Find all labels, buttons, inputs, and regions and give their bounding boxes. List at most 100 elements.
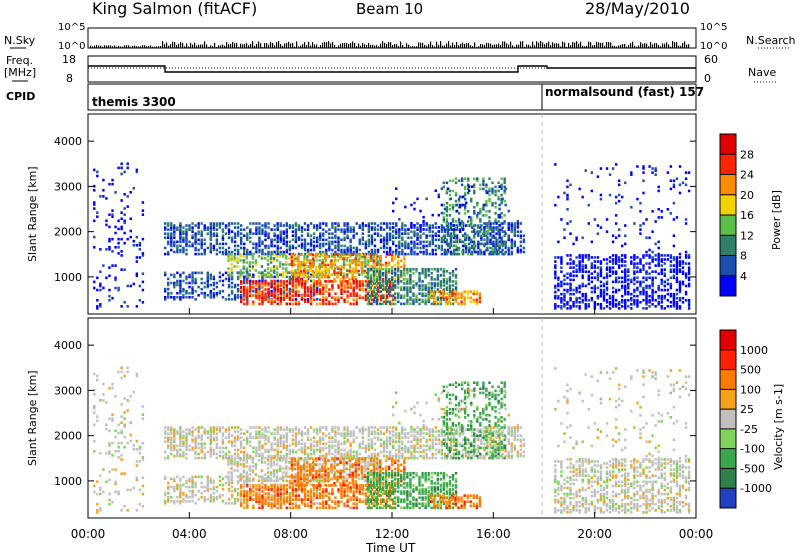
power-cell	[581, 282, 584, 286]
power-cell	[366, 302, 370, 306]
power-cell	[328, 246, 331, 250]
power-cell	[463, 177, 467, 181]
power-cell	[330, 259, 333, 263]
nsky-bar	[92, 46, 94, 48]
velocity-cell	[261, 436, 264, 440]
power-cell	[173, 285, 176, 289]
power-cell	[519, 240, 523, 244]
nsky-bar	[632, 41, 634, 48]
power-cell	[639, 201, 642, 205]
nsky-bar	[606, 42, 608, 48]
velocity-cell	[294, 432, 298, 435]
power-cell	[684, 171, 688, 174]
power-cell	[458, 230, 462, 233]
power-cell	[288, 224, 292, 227]
power-cell	[409, 269, 412, 273]
velocity-cell	[246, 456, 249, 460]
power-cell	[349, 250, 352, 254]
velocity-cell	[279, 450, 282, 454]
power-cell	[203, 250, 206, 254]
power-cell	[361, 226, 364, 229]
power-cell	[479, 226, 482, 229]
power-cell	[415, 300, 418, 304]
power-cell	[279, 224, 282, 227]
power-cell	[254, 263, 258, 266]
power-cell	[581, 264, 584, 267]
power-cell	[445, 282, 449, 285]
power-cell	[388, 294, 392, 298]
nsky-bar	[322, 42, 324, 48]
power-cell	[572, 305, 575, 308]
power-cell	[302, 273, 306, 277]
nsky-bar	[614, 46, 616, 48]
power-cell	[261, 240, 264, 244]
power-cell	[584, 169, 587, 172]
power-cell	[384, 278, 388, 281]
power-cell	[630, 296, 633, 300]
power-cell	[179, 222, 182, 225]
power-cell	[209, 246, 212, 250]
power-cell	[239, 252, 242, 256]
power-cell	[575, 256, 578, 259]
power-cell	[325, 238, 328, 242]
velocity-cell	[240, 432, 243, 435]
power-cell	[209, 228, 212, 231]
velocity-cell	[236, 448, 240, 452]
power-cell	[440, 238, 444, 242]
power-cell	[346, 250, 349, 254]
velocity-cell	[93, 407, 96, 410]
power-cell	[120, 199, 123, 202]
power-cell	[651, 294, 654, 298]
power-cell	[464, 246, 468, 250]
power-cell	[611, 294, 615, 298]
power-cell	[578, 305, 581, 308]
velocity-cell	[319, 442, 322, 446]
power-cell	[472, 290, 475, 293]
power-cell	[176, 279, 179, 283]
power-cell	[645, 300, 648, 304]
power-cell	[378, 302, 382, 306]
power-cell	[381, 284, 385, 287]
power-cell	[587, 270, 590, 274]
velocity-cell	[164, 426, 167, 429]
power-cell	[325, 290, 328, 293]
power-cell	[348, 263, 351, 267]
power-cell	[375, 284, 379, 287]
power-cell	[614, 288, 618, 292]
power-cell	[173, 234, 176, 238]
velocity-cell	[135, 447, 139, 451]
power-cell	[352, 290, 355, 293]
power-cell	[366, 284, 370, 287]
power-cell	[642, 307, 645, 310]
power-cell	[126, 195, 129, 198]
power-cell	[360, 263, 363, 267]
power-cell	[491, 252, 494, 256]
power-cell	[410, 246, 413, 250]
power-cell	[370, 284, 374, 287]
power-cell	[367, 242, 371, 246]
power-cell	[215, 238, 219, 242]
velocity-cell	[303, 456, 307, 460]
velocity-cell	[99, 399, 102, 402]
power-cell	[340, 248, 343, 252]
power-cell	[279, 290, 282, 293]
velocity-cell	[93, 439, 96, 443]
power-cell	[248, 252, 252, 256]
velocity-cell	[288, 430, 292, 433]
power-cell	[316, 240, 319, 244]
power-cell	[455, 203, 459, 207]
velocity-cell	[120, 421, 123, 425]
power-cell	[624, 276, 627, 280]
power-cell	[468, 215, 471, 219]
power-cell	[510, 250, 513, 254]
power-cell	[590, 296, 594, 300]
nsky-bar	[280, 44, 282, 48]
power-cell	[212, 287, 216, 291]
power-cell	[663, 280, 666, 284]
power-cell	[227, 228, 231, 231]
velocity-cell	[282, 442, 285, 446]
power-cell	[578, 300, 581, 304]
power-cell	[388, 226, 392, 229]
power-cell	[334, 298, 337, 302]
power-cell	[445, 224, 449, 227]
